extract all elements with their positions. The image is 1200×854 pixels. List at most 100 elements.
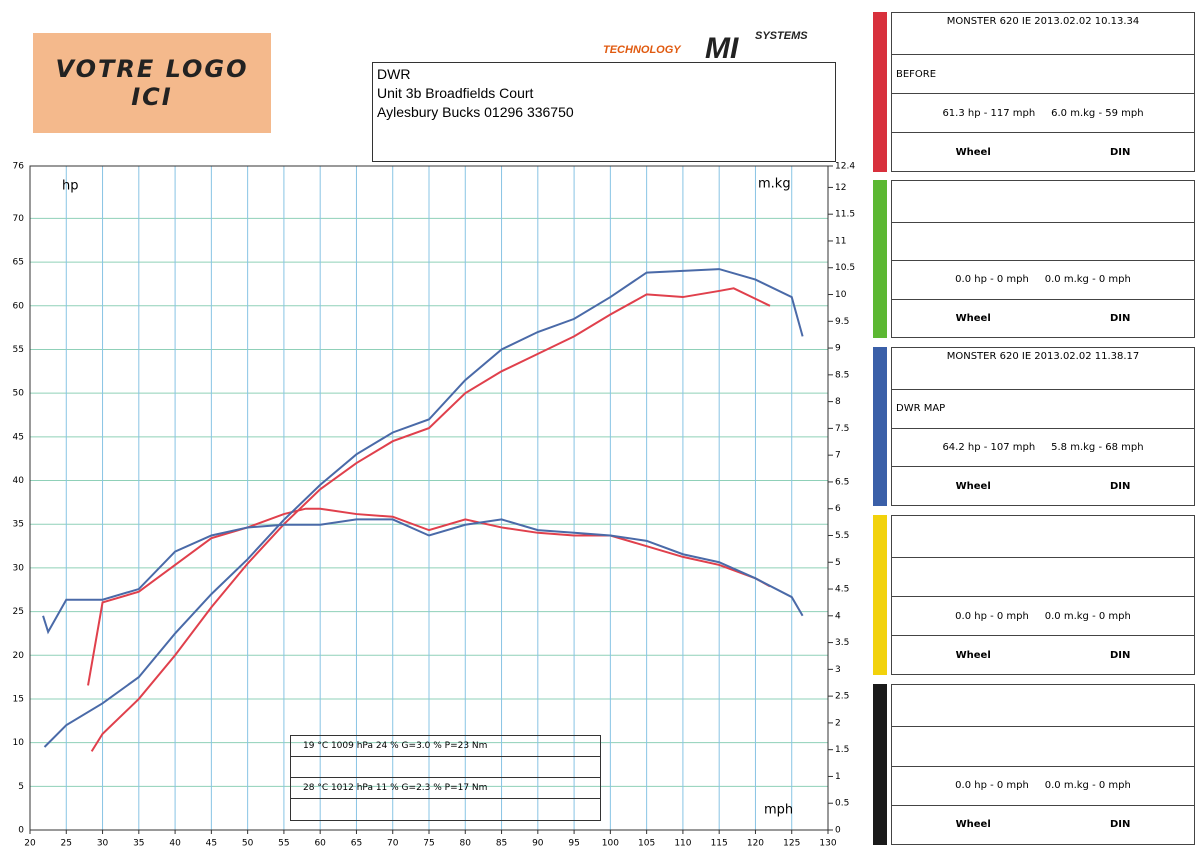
panel-wheel: Wheel [955,312,991,324]
panel-result: 0.0 hp - 0 mph 0.0 m.kg - 0 mph [955,780,1131,792]
x-axis-label: mph [764,803,793,818]
y-tick-label: 70 [13,214,25,224]
brand-text: MI [705,32,739,65]
x-tick-label: 115 [711,839,728,849]
x-tick-label: 40 [169,839,181,849]
y2-tick-label: 10.5 [835,263,855,273]
panel-body: 0.0 hp - 0 mph 0.0 m.kg - 0 mph Wheel DIN [891,515,1195,675]
condition-row: 19 °C 1009 hPa 24 % G=3.0 % P=23 Nm [291,736,600,757]
series-line [87,507,771,686]
x-tick-label: 85 [496,839,507,849]
conditions: 19 °C 1009 hPa 24 % G=3.0 % P=23 Nm 28 °… [290,735,601,821]
panel-row: DWR MAP [892,390,1194,429]
panel-result: 0.0 hp - 0 mph 0.0 m.kg - 0 mph [955,274,1131,286]
y2-tick-label: 10 [835,290,847,300]
x-tick-label: 130 [819,839,836,849]
x-tick-label: 50 [242,839,254,849]
panel-result: 0.0 hp - 0 mph 0.0 m.kg - 0 mph [955,610,1131,622]
y2-tick-label: 7.5 [835,424,849,434]
panel-label: DWR MAP [896,403,946,415]
x-tick-label: 105 [638,839,655,849]
panel-row [892,727,1194,767]
panel-din: DIN [1109,819,1131,831]
address-line: Aylesbury Bucks 01296 336750 [377,104,574,120]
y2-tick-label: 11 [835,236,846,246]
y-tick-label: 60 [13,301,25,311]
y2-tick-label: 9 [835,344,841,354]
panel-body: 0.0 hp - 0 mph 0.0 m.kg - 0 mph Wheel DIN [891,180,1195,338]
panel-body: MONSTER 620 IE 2013.02.02 10.13.34 BEFORE… [891,12,1195,172]
address-line: DWR [377,66,411,82]
panel-color-bar [873,12,887,172]
y-tick-label: 20 [13,651,25,661]
x-tick-label: 70 [387,839,399,849]
y-tick-label: 5 [18,782,24,792]
y-tick-label: 25 [13,607,24,617]
y2-tick-label: 11.5 [835,210,855,220]
panel-row [892,558,1194,597]
logo: VOTRE LOGO ICI [33,33,271,133]
y2-tick-label: 4 [835,611,841,621]
panel-din: DIN [1109,312,1131,324]
panel-color-bar [873,347,887,506]
panel-row: Wheel DIN [892,636,1194,674]
x-tick-label: 90 [532,839,544,849]
y-tick-label: 45 [13,432,24,442]
x-tick-label: 100 [602,839,619,849]
panel-row [892,181,1194,223]
y2-tick-label: 5 [835,558,841,568]
y-tick-label: 35 [13,520,24,530]
panel-wheel: Wheel [955,146,991,158]
panel-result: 61.3 hp - 117 mph 6.0 m.kg - 59 mph [942,107,1144,119]
panel-result: 64.2 hp - 107 mph 5.8 m.kg - 68 mph [942,441,1144,453]
y2-tick-label: 3.5 [835,638,849,648]
logo-text: ICI [131,83,173,111]
series-line [43,268,804,748]
panel-title: MONSTER 620 IE 2013.02.02 11.38.17 [946,351,1140,362]
panel-row: 64.2 hp - 107 mph 5.8 m.kg - 68 mph [892,429,1194,468]
x-tick-label: 75 [423,839,434,849]
panel: MONSTER 620 IE 2013.02.02 10.13.34 BEFORE… [873,12,1195,172]
panel-wheel: Wheel [955,480,991,492]
panel-row: 0.0 hp - 0 mph 0.0 m.kg - 0 mph [892,597,1194,636]
y2-tick-label: 4.5 [835,585,849,595]
y2-tick-label: 0.5 [835,799,849,809]
panel-wheel: Wheel [955,649,991,661]
plot-frame [29,165,829,831]
y2-tick-label: 2 [835,718,841,728]
logo-text: VOTRE LOGO [55,55,249,83]
panel-color-bar [873,684,887,845]
brand-text: SYSTEMS [755,30,808,42]
panel-title: MONSTER 620 IE 2013.02.02 10.13.34 [946,16,1140,27]
x-tick-label: 35 [133,839,144,849]
panel-row: MONSTER 620 IE 2013.02.02 11.38.17 [892,348,1194,390]
y-tick-label: 50 [13,389,25,399]
panel-row [892,516,1194,558]
panel-row: MONSTER 620 IE 2013.02.02 10.13.34 [892,13,1194,55]
y2-tick-label: 8.5 [835,370,849,380]
panel-row: Wheel DIN [892,806,1194,844]
y-tick-label: 30 [13,563,25,573]
x-tick-label: 95 [568,839,579,849]
panel-din: DIN [1109,480,1131,492]
y-tick-label: 10 [13,738,25,748]
panel: MONSTER 620 IE 2013.02.02 11.38.17 DWR MA… [873,347,1195,506]
brand-text: TECHNOLOGY [603,44,681,56]
panel-row: 0.0 hp - 0 mph 0.0 m.kg - 0 mph [892,767,1194,806]
panel-body: 0.0 hp - 0 mph 0.0 m.kg - 0 mph Wheel DIN [891,684,1195,845]
x-tick-label: 25 [61,839,72,849]
panel-row: 0.0 hp - 0 mph 0.0 m.kg - 0 mph [892,261,1194,300]
x-tick-label: 20 [24,839,36,849]
panel-color-bar [873,515,887,675]
y2-tick-label: 8 [835,397,841,407]
brand: TECHNOLOGY MI SYSTEMS [595,30,835,70]
y2-axis-label: m.kg [758,177,791,192]
y2-tick-label: 7 [835,451,841,461]
y2-tick-label: 6.5 [835,477,849,487]
x-tick-label: 60 [314,839,326,849]
condition-row [291,757,600,778]
x-tick-label: 80 [460,839,472,849]
y-tick-label: 65 [13,258,24,268]
